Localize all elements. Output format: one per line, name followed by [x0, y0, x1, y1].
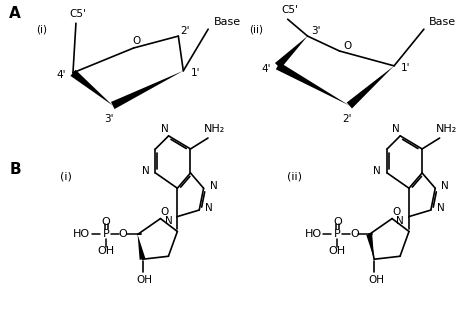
Text: O: O — [343, 41, 352, 51]
Text: N: N — [205, 203, 213, 213]
Text: 2': 2' — [343, 114, 352, 124]
Text: NH₂: NH₂ — [204, 124, 225, 134]
Text: N: N — [374, 166, 381, 176]
Polygon shape — [366, 234, 374, 259]
Text: HO: HO — [305, 229, 322, 240]
Text: N: N — [142, 166, 149, 176]
Text: OH: OH — [329, 246, 346, 256]
Text: B: B — [9, 162, 21, 177]
Text: (ii): (ii) — [249, 24, 263, 34]
Text: NH₂: NH₂ — [436, 124, 457, 134]
Text: O: O — [392, 207, 400, 217]
Text: C5': C5' — [281, 5, 298, 15]
Text: N: N — [164, 215, 173, 225]
Text: O: O — [160, 207, 169, 217]
Text: N: N — [392, 124, 400, 134]
Text: O: O — [118, 229, 127, 240]
Text: P: P — [102, 229, 109, 240]
Text: O: O — [350, 229, 359, 240]
Text: OH: OH — [137, 275, 153, 285]
Text: A: A — [9, 6, 21, 21]
Text: (i): (i) — [36, 24, 46, 34]
Text: O: O — [333, 216, 342, 226]
Text: (i): (i) — [60, 172, 72, 182]
Text: 3': 3' — [104, 114, 113, 124]
Text: Base: Base — [429, 17, 456, 27]
Text: O: O — [132, 36, 141, 46]
Text: 1': 1' — [401, 63, 411, 73]
Polygon shape — [346, 66, 394, 109]
Polygon shape — [71, 70, 113, 106]
Polygon shape — [276, 62, 349, 106]
Text: O: O — [101, 216, 110, 226]
Text: OH: OH — [97, 246, 114, 256]
Text: N: N — [396, 215, 404, 225]
Text: N: N — [210, 181, 217, 191]
Text: N: N — [437, 203, 445, 213]
Polygon shape — [137, 234, 146, 260]
Text: C5': C5' — [70, 9, 86, 19]
Text: 4': 4' — [261, 64, 271, 74]
Text: 3': 3' — [311, 26, 320, 36]
Polygon shape — [111, 71, 183, 109]
Text: P: P — [334, 229, 341, 240]
Text: 2': 2' — [181, 26, 190, 36]
Text: OH: OH — [368, 275, 384, 285]
Text: 1': 1' — [191, 68, 200, 78]
Text: N: N — [441, 181, 449, 191]
Polygon shape — [275, 36, 308, 69]
Text: N: N — [161, 124, 169, 134]
Text: HO: HO — [73, 229, 91, 240]
Text: 4': 4' — [56, 70, 66, 80]
Text: (ii): (ii) — [287, 172, 302, 182]
Text: Base: Base — [213, 17, 241, 27]
